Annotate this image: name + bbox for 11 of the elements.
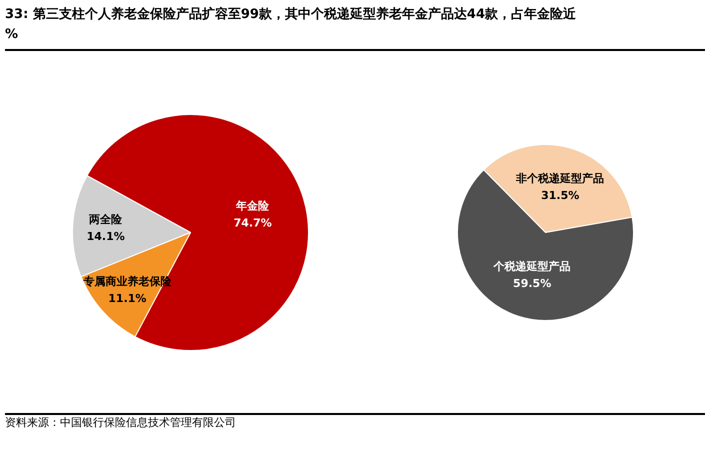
data-label: 74.7%	[234, 216, 272, 230]
slice-label: 年金险	[235, 199, 270, 212]
text: 资料来源：中国银行保险信息技术管理有限公司	[5, 415, 236, 431]
slice-label: 两全险	[88, 212, 124, 226]
data-label: 11.1%	[108, 292, 146, 305]
data-label: 31.5%	[541, 188, 580, 202]
chart-title: 33: 第三支柱个人养老金保险产品扩容至99款，其中个税递延型养老年金产品达44款，占年金险近 %	[5, 6, 576, 44]
data-label: 59.5%	[513, 276, 552, 290]
slice-label: 非个税递延型产品	[515, 172, 604, 185]
slice-label: 个税递延型产品	[492, 260, 571, 273]
data-label: 14.1%	[86, 230, 125, 243]
